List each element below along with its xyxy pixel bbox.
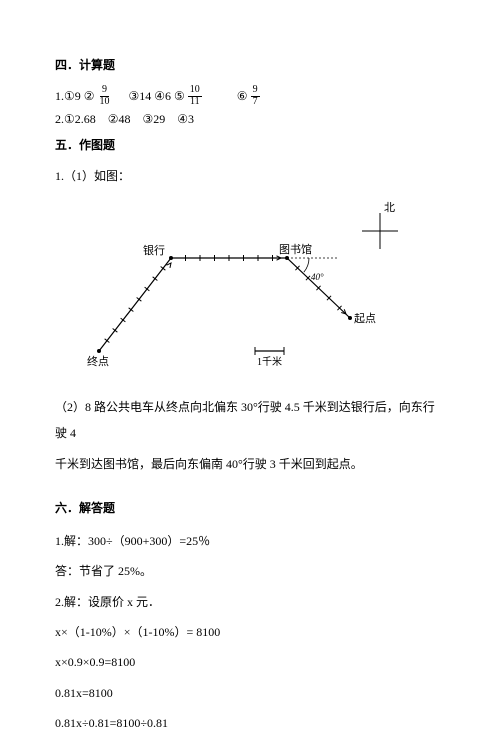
section6-title: 六．解答题 — [55, 497, 445, 520]
section5-title: 五．作图题 — [55, 134, 445, 157]
svg-text:起点: 起点 — [354, 312, 376, 325]
section5-desc-p1: （2）8 路公共电车从终点向北偏东 30°行驶 4.5 千米到达银行后，向东行驶… — [55, 394, 445, 447]
svg-text:北: 北 — [384, 201, 395, 214]
section5-desc-p2: 千米到达图书馆，最后向东偏南 40°行驶 3 千米回到起点。 — [55, 451, 445, 477]
section5-line1: 1.（1）如图： — [55, 165, 445, 188]
section4-line1: 1.①9 ② 9 10 ③14 ④6 ⑤ 10 11 ⑥ 9 7 — [55, 85, 445, 108]
s6-l7: 0.81x÷0.81=8100÷0.81 — [55, 710, 445, 736]
svg-text:图书馆: 图书馆 — [279, 242, 312, 256]
frac-9-10: 9 10 — [98, 85, 112, 107]
s6-l1: 1.解：300÷（900+300）=25％ — [55, 528, 445, 554]
s6-l4: x×（1-10%）×（1-10%）= 8100 — [55, 619, 445, 645]
s4-l1-seg2: ③14 ④6 ⑤ — [129, 85, 185, 108]
frac-n: 9 — [251, 85, 260, 97]
frac-d: 11 — [188, 97, 202, 108]
frac-d: 10 — [98, 97, 112, 108]
s6-l5: x×0.9×0.9=8100 — [55, 649, 445, 675]
s4-l1-seg1: 1.①9 ② — [55, 85, 95, 108]
section4-line2: 2.①2.68 ②48 ③29 ④3 — [55, 108, 445, 131]
s6-l3: 2.解：设原价 x 元． — [55, 589, 445, 615]
svg-text:终点: 终点 — [87, 354, 109, 368]
frac-d: 7 — [251, 97, 260, 108]
svg-text:40°: 40° — [311, 272, 324, 282]
section4-title: 四．计算题 — [55, 54, 445, 77]
s4-l1-seg3: ⑥ — [237, 85, 248, 108]
s6-l6: 0.81x=8100 — [55, 680, 445, 706]
frac-n: 10 — [188, 85, 202, 97]
svg-text:1千米: 1千米 — [257, 355, 282, 368]
frac-10-11: 10 11 — [188, 85, 202, 107]
diagram: 北 1千米 银行 图书馆起点终点 40° — [55, 196, 445, 384]
s6-l2: 答：节省了 25%。 — [55, 558, 445, 584]
svg-text:银行: 银行 — [143, 243, 165, 257]
frac-9-7: 9 7 — [251, 85, 260, 107]
frac-n: 9 — [100, 85, 109, 97]
